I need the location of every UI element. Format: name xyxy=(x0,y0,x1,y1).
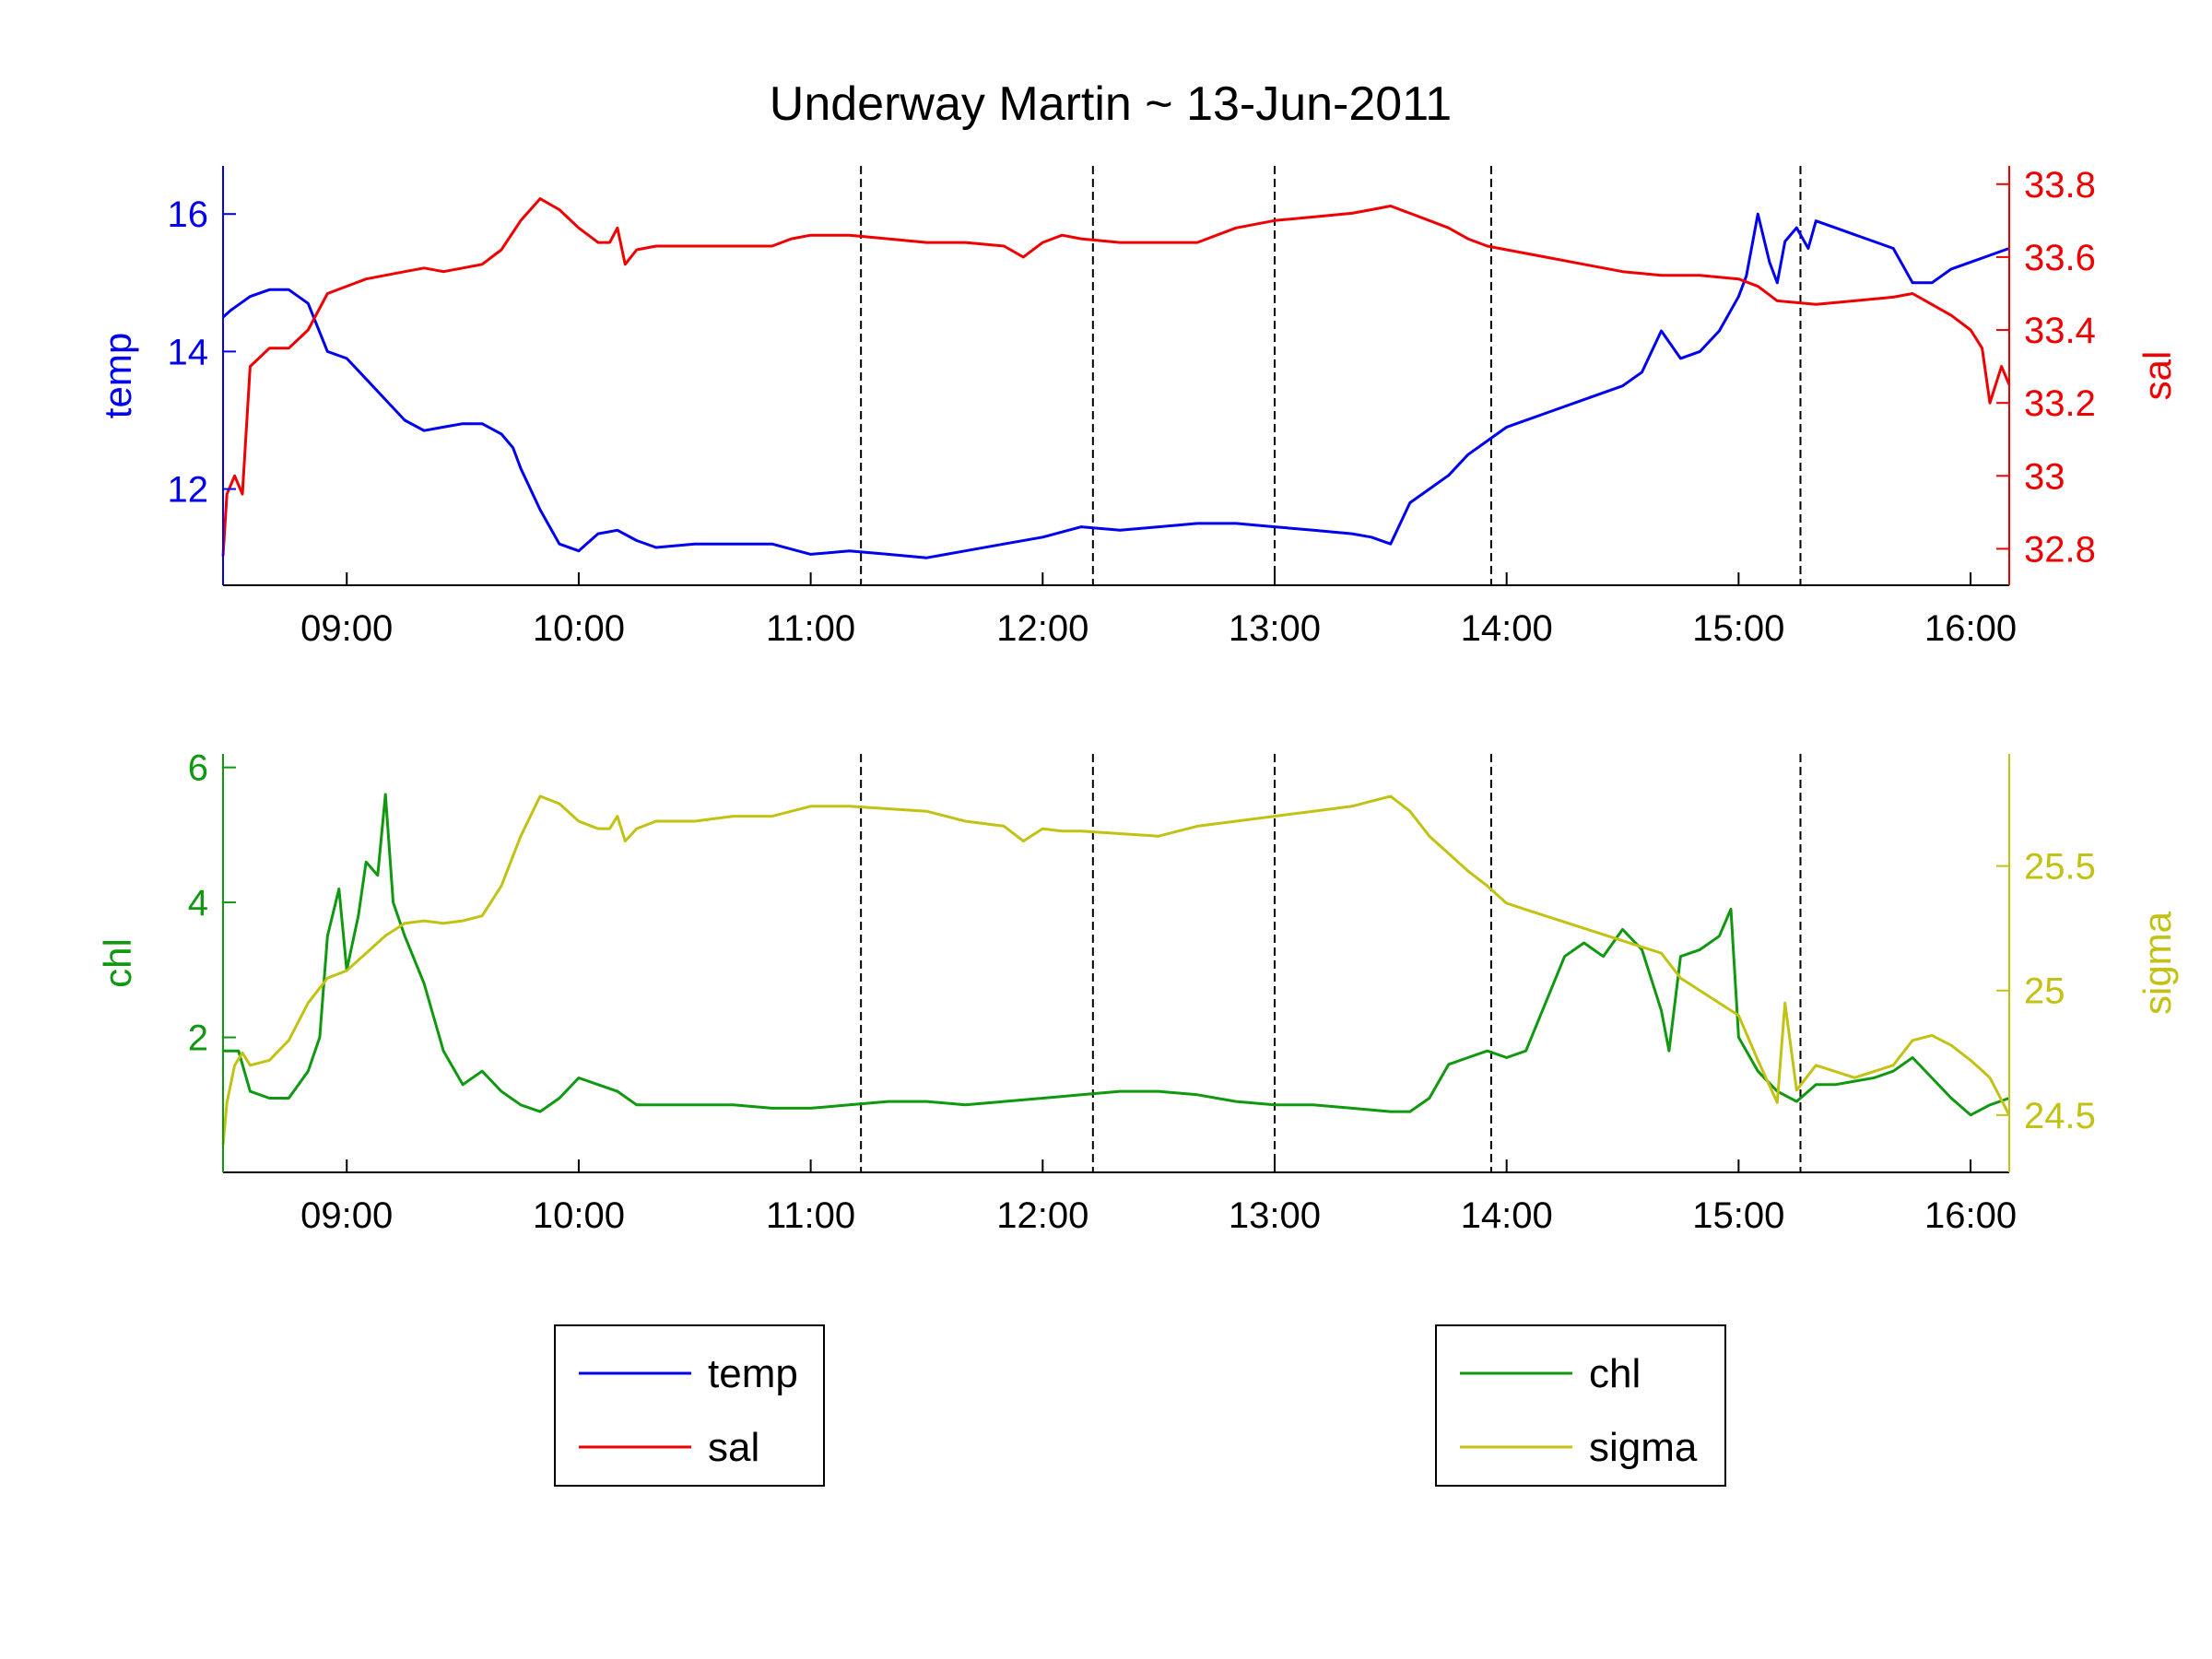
right-tick-label: 33.4 xyxy=(2024,311,2096,351)
right-axis-label: sal xyxy=(2136,351,2179,401)
legend-label-sigma: sigma xyxy=(1589,1425,1698,1470)
right-tick-label: 33.6 xyxy=(2024,238,2096,278)
left-axis-label: chl xyxy=(96,938,139,988)
legend-label-sal: sal xyxy=(708,1425,759,1470)
x-tick-label: 11:00 xyxy=(766,1195,855,1236)
right-tick-label: 24.5 xyxy=(2024,1096,2096,1136)
legends: temp sal chl sigma xyxy=(554,1324,1726,1487)
left-tick-label: 2 xyxy=(188,1018,208,1059)
left-tick-label: 14 xyxy=(168,332,209,372)
x-tick-label: 09:00 xyxy=(300,1195,393,1236)
x-tick-label: 10:00 xyxy=(533,1195,625,1236)
right-axis-label: sigma xyxy=(2136,911,2179,1015)
series-line-sal xyxy=(221,197,2011,557)
x-tick-label: 15:00 xyxy=(1692,1195,1784,1236)
left-tick-label: 12 xyxy=(168,470,209,511)
right-tick-label: 25 xyxy=(2024,971,2065,1012)
x-tick-label: 15:00 xyxy=(1692,608,1784,649)
x-tick-label: 14:00 xyxy=(1461,1195,1553,1236)
x-tick-label: 10:00 xyxy=(533,608,625,649)
x-tick-label: 12:00 xyxy=(996,608,1088,649)
x-tick-label: 11:00 xyxy=(766,608,855,649)
legend-label-temp: temp xyxy=(708,1351,798,1396)
chart-title: Underway Martin ~ 13-Jun-2011 xyxy=(770,77,1452,131)
right-tick-label: 33 xyxy=(2024,456,2065,497)
x-tick-label: 16:00 xyxy=(1924,608,2017,649)
top-panel: 09:00 10:00 11:00 12:00 13:00 14:00 15:00 16:00… xyxy=(96,165,2179,649)
x-tick-label: 14:00 xyxy=(1461,608,1553,649)
x-tick-label: 13:00 xyxy=(1229,608,1321,649)
left-tick-label: 6 xyxy=(188,748,208,789)
right-tick-label: 33.2 xyxy=(2024,383,2096,424)
left-axis-label: temp xyxy=(96,333,139,418)
series-line-sigma xyxy=(221,794,2011,1146)
left-tick-label: 16 xyxy=(168,194,209,235)
series-line-temp xyxy=(222,212,2010,559)
x-tick-label: 13:00 xyxy=(1229,1195,1321,1236)
x-tick-label: 12:00 xyxy=(996,1195,1088,1236)
legend-label-chl: chl xyxy=(1589,1351,1641,1396)
legend-box-0 xyxy=(554,1324,825,1487)
x-tick-label: 16:00 xyxy=(1924,1195,2017,1236)
right-tick-label: 32.8 xyxy=(2024,529,2096,570)
series-line-chl xyxy=(223,793,2010,1117)
right-tick-label: 25.5 xyxy=(2024,847,2096,888)
right-tick-label: 33.8 xyxy=(2024,165,2096,206)
legend-box-1 xyxy=(1435,1324,1726,1487)
x-tick-label: 09:00 xyxy=(300,608,393,649)
bottom-panel: 09:00 10:00 11:00 12:00 13:00 14:00 15:00 16:00… xyxy=(96,748,2179,1236)
left-tick-label: 4 xyxy=(188,883,208,924)
